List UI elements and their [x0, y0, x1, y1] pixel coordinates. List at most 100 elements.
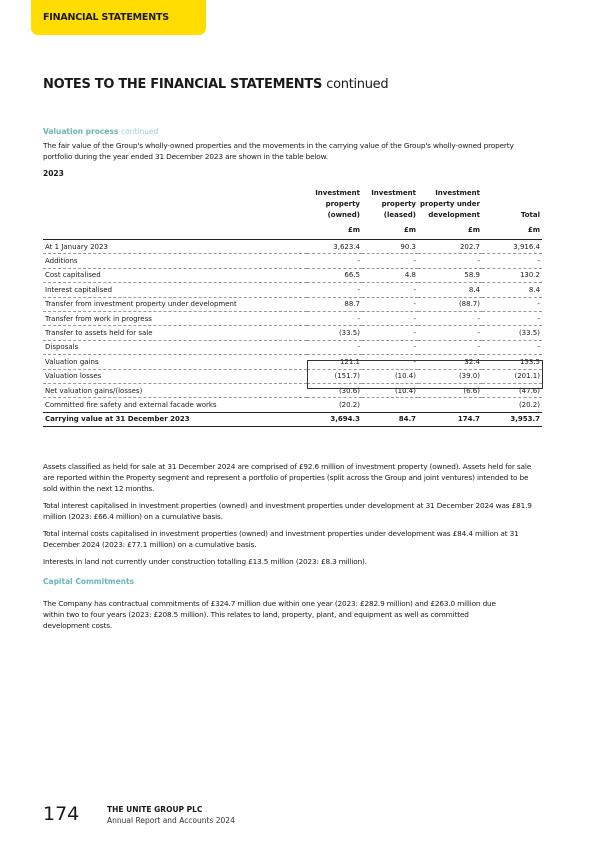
cell-value: 88.7 [307, 297, 362, 312]
table-row: Carrying value at 31 December 2023 3,694.… [43, 411, 542, 428]
table-year: 2023 [43, 169, 64, 178]
unit: £m [403, 226, 416, 234]
cell-value: - [482, 340, 542, 356]
col-development: Investment property under development [420, 189, 481, 219]
cell-value: 90.3 [362, 239, 418, 255]
cell-value: - [362, 282, 418, 298]
cell-value: - [418, 340, 482, 356]
col-leased: Investment property (leased) [371, 189, 416, 219]
table-row: Transfer to assets held for sale (33.5) - -… [43, 325, 542, 341]
cell-value: (88.7) [418, 297, 482, 312]
cell-value: 66.5 [307, 268, 362, 284]
cell-value: - [307, 253, 362, 269]
cell-value: - [482, 253, 542, 269]
cell-value: (20.2) [307, 397, 362, 413]
cell-value: (151.7) [307, 369, 362, 384]
row-label: Cost capitalised [43, 268, 307, 284]
row-label: Carrying value at 31 December 2023 [43, 411, 307, 428]
row-label: Disposals [43, 340, 307, 356]
section-tab: FINANCIAL STATEMENTS [31, 0, 206, 35]
cell-value: (39.0) [418, 369, 482, 384]
cell-value: (6.6) [418, 383, 482, 399]
cell-value: (20.2) [482, 397, 542, 413]
row-label: Net valuation gains/(losses) [43, 383, 307, 399]
cell-value: (201.1) [482, 369, 542, 384]
row-label: Interest capitalised [43, 282, 307, 298]
row-label: Transfer from investment property under … [43, 297, 307, 312]
cell-value: - [362, 253, 418, 269]
cell-value: 58.9 [418, 268, 482, 284]
valuation-table: Investment property (owned) Investment p… [43, 188, 542, 428]
cell-value: - [362, 325, 418, 341]
cell-value: (33.5) [482, 325, 542, 341]
section-tab-label: FINANCIAL STATEMENTS [43, 12, 169, 23]
table-row: Valuation losses (151.7) (10.4) (39.0) (201.… [43, 369, 542, 384]
cell-value: - [418, 325, 482, 341]
cell-value: - [362, 311, 418, 327]
units-row: £m £m £m £m [43, 221, 542, 240]
cell-value: - [418, 311, 482, 327]
table-row: Transfer from investment property under … [43, 297, 542, 312]
table-row: Transfer from work in progress - - - - [43, 311, 542, 327]
cell-value: (30.6) [307, 383, 362, 399]
heading-suffix: continued [121, 127, 159, 136]
cell-value: - [307, 340, 362, 356]
cell-value: (10.4) [362, 383, 418, 399]
paragraph-land: Interests in land not currently under co… [43, 557, 367, 566]
cell-value: - [307, 311, 362, 327]
cell-value: 202.7 [418, 239, 482, 255]
cell-value: - [482, 311, 542, 327]
table-row: At 1 January 2023 3,623.4 90.3 202.7 3,916.4 [43, 239, 542, 255]
page-number: 174 [43, 803, 80, 825]
row-label: Valuation gains [43, 354, 307, 370]
paragraph-internal-costs: Total internal costs capitalised in inve… [43, 529, 519, 549]
cell-value: (10.4) [362, 369, 418, 384]
row-label: Transfer to assets held for sale [43, 325, 307, 341]
cell-value: - [307, 282, 362, 298]
col-total: Total [520, 211, 540, 219]
column-headers: Investment property (owned) Investment p… [43, 188, 542, 221]
table-row: Disposals - - - - [43, 340, 542, 356]
cell-value [362, 397, 418, 413]
cell-value: 153.5 [482, 354, 542, 370]
company-name: THE UNITE GROUP PLC [107, 805, 203, 814]
cell-value: - [362, 340, 418, 356]
cell-value: 174.7 [418, 411, 482, 428]
capital-text: The Company has contractual commitments … [43, 599, 496, 630]
title-text: NOTES TO THE FINANCIAL STATEMENTS [43, 77, 323, 92]
cell-value: 4.8 [362, 268, 418, 284]
table-row: Additions - - - - [43, 253, 542, 269]
cell-value: 84.7 [362, 411, 418, 428]
cell-value: (47.6) [482, 383, 542, 399]
table-row: Interest capitalised - -8.4 8.4 [43, 282, 542, 298]
paragraph-interest: Total interest capitalised in investment… [43, 501, 532, 521]
unit: £m [527, 226, 540, 234]
cell-value: 121.1 [307, 354, 362, 370]
col-owned: Investment property (owned) [315, 189, 360, 219]
valuation-intro: The fair value of the Group's wholly-own… [43, 141, 514, 161]
row-label: Transfer from work in progress [43, 311, 307, 327]
valuation-heading: Valuation process continued [43, 127, 158, 136]
capital-heading: Capital Commitments [43, 577, 135, 586]
table-row: Cost capitalised 66.5 4.8 58.9 130.2 [43, 268, 542, 284]
row-label: Additions [43, 253, 307, 269]
cell-value: - [482, 297, 542, 312]
paragraph-held-for-sale: Assets classified as held for sale at 31… [43, 462, 532, 493]
cell-value: (33.5) [307, 325, 362, 341]
row-label: Valuation losses [43, 369, 307, 384]
cell-value: 3,953.7 [482, 411, 542, 428]
cell-value: - [362, 354, 418, 370]
cell-value [418, 397, 482, 413]
row-label: Committed fire safety and external facad… [43, 397, 307, 413]
cell-value: 8.4 [418, 282, 482, 298]
cell-value: 8.4 [482, 282, 542, 298]
page-title: NOTES TO THE FINANCIAL STATEMENTS contin… [43, 77, 389, 92]
cell-value: 3,916.4 [482, 239, 542, 255]
title-suffix: continued [326, 77, 389, 92]
unit: £m [467, 226, 480, 234]
report-name: Annual Report and Accounts 2024 [107, 816, 235, 825]
table-row: Net valuation gains/(losses) (30.6) (10.4)… [43, 383, 542, 399]
cell-value: 130.2 [482, 268, 542, 284]
cell-value: - [362, 297, 418, 312]
table-row: Valuation gains 121.1-32.4 153.5 [43, 354, 542, 370]
